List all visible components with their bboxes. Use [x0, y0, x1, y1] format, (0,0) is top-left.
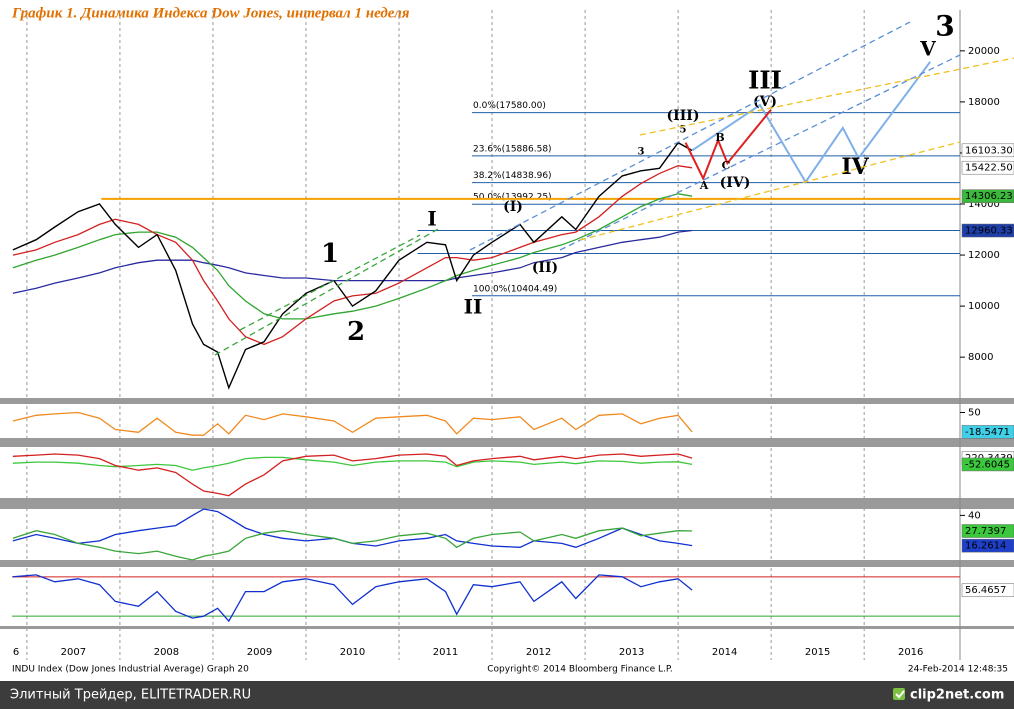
y-tick-label: 18000	[968, 97, 1000, 108]
y-tick-label: 20000	[968, 46, 1000, 57]
value-tag	[961, 143, 1014, 158]
banner-text: Элитный Трейдер, ELITETRADER.RU	[10, 688, 251, 703]
banner	[0, 681, 1014, 709]
series-line	[12, 193, 693, 320]
value-tag-label: 16103.30	[965, 145, 1013, 156]
trend-line	[239, 234, 421, 331]
x-tick-label: 2011	[433, 647, 458, 658]
x-tick-label: 2007	[61, 647, 86, 658]
panel-separator	[0, 626, 1014, 629]
x-tick-label: 6	[13, 647, 19, 658]
value-tag	[961, 538, 1014, 553]
y-tick-label: 14000	[968, 199, 1000, 210]
y-tick-label: 40	[968, 510, 981, 521]
value-tag-label: -52.6045	[965, 459, 1010, 470]
panel-separator	[0, 398, 1014, 404]
x-tick-label: 2012	[526, 647, 551, 658]
wave-label: (II)	[532, 260, 558, 276]
value-tag	[961, 189, 1014, 203]
series-line	[12, 411, 693, 436]
fib-label: 50.0%(13992.25)	[473, 193, 552, 203]
plot-layer: 6 2007 2008 2009 2010 2011 2012 2013 2014 2015 201…	[0, 10, 1014, 660]
y-tick-label: 8000	[968, 352, 993, 363]
wave-label: B	[715, 131, 724, 144]
wave-label: I	[427, 207, 436, 231]
fib-label: 23.6%(15886.58)	[473, 144, 552, 154]
panel-separator	[0, 438, 1014, 447]
series-line	[12, 141, 693, 390]
panel-separator	[0, 560, 1014, 567]
wave-label: C	[722, 159, 731, 172]
value-tag	[961, 583, 1014, 597]
footer-left: INDU Index (Dow Jones Industrial Average…	[12, 665, 249, 675]
value-tag-label: 27.7397	[965, 526, 1006, 537]
value-tag-label: 14306.23	[965, 191, 1013, 202]
value-tag-label: 12960.33	[965, 226, 1013, 237]
panel-separator	[0, 498, 1014, 509]
series-line	[12, 456, 693, 471]
value-tag	[961, 524, 1014, 538]
x-tick-label: 2015	[805, 647, 830, 658]
footer-right: 24-Feb-2014 12:48:35	[908, 665, 1008, 675]
chart-title: График 1. Динамика Индекса Dow Jones, ин…	[11, 5, 410, 21]
series-line	[12, 574, 693, 623]
forecast-line	[684, 108, 772, 181]
series-line	[12, 165, 693, 346]
y-tick-label: 10000	[968, 301, 1000, 312]
series-line	[12, 229, 693, 294]
x-tick-label: 2013	[619, 647, 644, 658]
value-tag	[961, 457, 1014, 472]
x-tick-label: 2014	[712, 647, 737, 658]
trend-lines	[214, 21, 1014, 356]
value-tag	[961, 425, 1014, 439]
wave-label: II	[464, 295, 483, 319]
x-tick-label: 2016	[898, 647, 923, 658]
x-tick-label: 2008	[154, 647, 179, 658]
x-tick-label: 2009	[247, 647, 272, 658]
series-line	[12, 453, 693, 497]
wave-label: V	[919, 37, 936, 61]
x-tick-label: 2010	[340, 647, 365, 658]
trend-line	[469, 21, 911, 251]
wave-label: 2	[347, 317, 365, 347]
value-tag-label: 15422.50	[965, 163, 1013, 174]
footer-center: Copyright© 2014 Bloomberg Finance L.P.	[487, 665, 672, 675]
logo-text: clip2net.com	[910, 688, 1004, 703]
wave-label: 3	[935, 10, 954, 43]
fib-label: 0.0%(17580.00)	[473, 101, 546, 111]
wave-label: (III)	[667, 108, 700, 124]
wave-label: (IV)	[720, 175, 751, 191]
fib-label: 38.2%(14838.96)	[473, 171, 552, 181]
wave-label: (V)	[753, 94, 777, 110]
value-tag-label: 16.2614	[965, 541, 1006, 552]
wave-label: (I)	[503, 199, 523, 215]
logo-shape	[893, 688, 905, 700]
wave-label: 3	[638, 147, 645, 158]
wave-label: 5	[680, 125, 687, 136]
value-tag	[961, 160, 1014, 175]
fib-label: 100.0%(10404.49)	[473, 284, 557, 294]
trend-line	[639, 57, 1014, 136]
trend-line	[214, 227, 441, 356]
series-line	[12, 527, 693, 561]
logo-icon	[893, 688, 905, 700]
wave-label: III	[748, 66, 782, 95]
trend-line	[559, 54, 961, 251]
y-tick-label: 12000	[968, 250, 1000, 261]
value-tag-label: -18.5471	[965, 427, 1010, 438]
y-tick-label: 50	[968, 408, 981, 419]
logo-check	[895, 690, 905, 699]
wave-label: 1	[321, 239, 339, 269]
wave-label: A	[699, 179, 709, 192]
trend-line	[579, 141, 961, 241]
value-tag	[961, 223, 1014, 238]
value-tag-label: 56.4657	[965, 585, 1006, 596]
